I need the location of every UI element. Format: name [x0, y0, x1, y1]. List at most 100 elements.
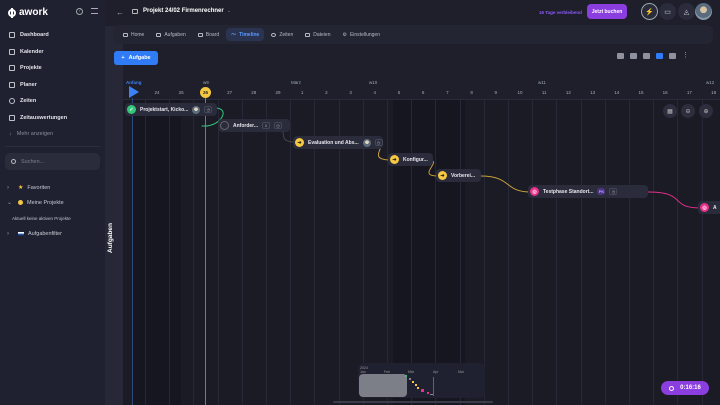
sidebar-item-label: Planer: [20, 81, 37, 88]
task-bar[interactable]: ➜ Vorberei...: [436, 169, 481, 182]
sidebar-item-label: Dashboard: [20, 32, 49, 39]
testing-icon[interactable]: ◎: [530, 187, 539, 196]
menu-icon[interactable]: [91, 8, 98, 14]
rail-label: Aufgaben: [107, 223, 114, 253]
in-progress-icon[interactable]: ➜: [295, 138, 304, 147]
help-icon[interactable]: ?: [76, 8, 83, 15]
sidebar-item-projekte[interactable]: Projekte: [0, 60, 105, 77]
day-label: 28: [251, 90, 257, 95]
task-bar[interactable]: ◎ Testphase Standort... PK ◷: [528, 185, 648, 198]
sidebar-item-dashboard[interactable]: Dashboard: [0, 27, 105, 44]
tab-label: Timeline: [239, 31, 260, 38]
calendar-icon: [9, 48, 15, 55]
zoom-out-icon[interactable]: ⊖: [681, 104, 695, 118]
task-rail[interactable]: [105, 0, 123, 405]
grid-line: [290, 100, 292, 405]
tab-timeline[interactable]: 〜 Timeline: [226, 28, 265, 41]
tree-my-projects[interactable]: ⌄ Meine Projekte: [7, 195, 102, 210]
day-label: 4: [373, 90, 377, 95]
tasks-icon: [156, 32, 162, 37]
search-input[interactable]: Suchen...: [5, 153, 100, 170]
tab-label: Home: [131, 31, 145, 38]
tab-board[interactable]: Board: [193, 28, 224, 41]
time-chip: ◷: [204, 106, 213, 113]
divider: [5, 146, 100, 147]
in-progress-icon[interactable]: ➜: [438, 171, 447, 180]
gear-icon: ⚙: [342, 31, 347, 38]
awork-logo[interactable]: awork: [8, 7, 48, 18]
compact-view-icon[interactable]: [630, 53, 637, 59]
tree-task-filter[interactable]: › Aufgabenfilter: [7, 226, 102, 241]
add-task-button[interactable]: + Aufgabe: [114, 51, 158, 65]
timer-button[interactable]: 0:16:16: [661, 381, 709, 395]
task-name: Anforder...: [233, 122, 259, 129]
day-label: 29: [275, 90, 281, 95]
grid-line: [145, 100, 146, 405]
minimap[interactable]: 2024 Jan Feb Mär Apr Mai: [358, 363, 485, 398]
task-name: Testphase Standort...: [543, 188, 594, 195]
tab-home[interactable]: Home: [118, 28, 149, 41]
search-icon: [11, 159, 16, 164]
show-more-button[interactable]: ↓ Mehr anzeigen: [0, 126, 105, 143]
assignee-avatar: [192, 105, 201, 114]
tree-favorites[interactable]: › ★ Favoriten: [7, 180, 102, 195]
bell-icon[interactable]: ◬: [678, 3, 695, 20]
start-flag-icon[interactable]: [129, 86, 139, 98]
week-label: w10: [369, 80, 378, 85]
search-placeholder: Suchen...: [21, 158, 45, 165]
tab-zeiten[interactable]: Zeiten: [266, 28, 298, 41]
chevron-right-icon: ›: [7, 184, 9, 191]
grid-line: [387, 100, 388, 405]
task-bar[interactable]: Anforder... 2 ◷: [218, 119, 290, 132]
grid-line: [266, 100, 267, 405]
tab-label: Einstellungen: [349, 31, 380, 38]
image-view-icon[interactable]: [669, 53, 676, 59]
tab-aufgaben[interactable]: Aufgaben: [151, 28, 190, 41]
chevron-down-icon[interactable]: ⌄: [227, 8, 232, 14]
tab-dateien[interactable]: Dateien: [300, 28, 335, 41]
task-name: Evaluation und Abs...: [308, 139, 359, 146]
sidebar-item-planer[interactable]: Planer: [0, 77, 105, 94]
testing-icon[interactable]: ◎: [700, 203, 709, 212]
sidebar: awork ? Dashboard Kalender Projekte Plan…: [0, 0, 105, 405]
grid-line: [701, 100, 703, 405]
today-marker: 26: [200, 87, 211, 98]
grid-line: [435, 100, 437, 405]
task-bar[interactable]: ➜ Evaluation und Abs... ◷: [293, 136, 383, 149]
task-bar[interactable]: ➜ Konfigur...: [388, 153, 433, 166]
time-chip: ◷: [374, 139, 383, 146]
back-arrow-icon[interactable]: ←: [116, 8, 124, 17]
check-icon[interactable]: ✓: [127, 105, 136, 114]
list-view-icon[interactable]: [617, 53, 624, 59]
more-options-icon[interactable]: ⋮: [682, 52, 689, 59]
minimap-year: 2024: [360, 366, 368, 370]
day-label: 13: [590, 90, 596, 95]
user-avatar[interactable]: [695, 3, 712, 20]
chat-icon[interactable]: ▭: [659, 3, 676, 20]
timeline-view-icon[interactable]: [656, 53, 663, 59]
day-label: 12: [565, 90, 571, 95]
task-bar[interactable]: ◎ A: [698, 201, 720, 214]
sidebar-item-zeiten[interactable]: Zeiten: [0, 93, 105, 110]
start-label: Anfang: [126, 80, 142, 85]
in-progress-icon[interactable]: ➜: [390, 155, 399, 164]
folder-view-icon[interactable]: [643, 53, 650, 59]
app-name: awork: [19, 7, 48, 18]
zoom-in-icon[interactable]: ⊕: [699, 104, 713, 118]
today-calendar-icon[interactable]: ▦: [663, 104, 677, 118]
sidebar-item-zeitauswertungen[interactable]: Zeitauswertungen: [0, 110, 105, 127]
horizontal-scrollbar[interactable]: [333, 401, 493, 403]
timeline-canvas[interactable]: Anfang w9 März w10 w11 w12 2425262728291…: [123, 76, 720, 405]
buy-now-button[interactable]: Jetzt buchen: [587, 4, 627, 19]
status-open-icon[interactable]: [220, 121, 229, 130]
project-title[interactable]: Projekt 24/02 Firmenrechner: [143, 8, 224, 14]
sidebar-item-kalender[interactable]: Kalender: [0, 44, 105, 61]
task-bar[interactable]: ✓ Projektstart, Kicko... ◷: [125, 103, 217, 116]
tab-label: Board: [205, 31, 220, 38]
day-label: 25: [178, 90, 184, 95]
minimap-viewport[interactable]: [359, 374, 407, 397]
timeline-icon: 〜: [231, 32, 237, 38]
time-chip: ◷: [609, 188, 618, 195]
tab-einstellungen[interactable]: ⚙ Einstellungen: [337, 28, 385, 41]
lightning-icon[interactable]: ⚡: [641, 3, 658, 20]
